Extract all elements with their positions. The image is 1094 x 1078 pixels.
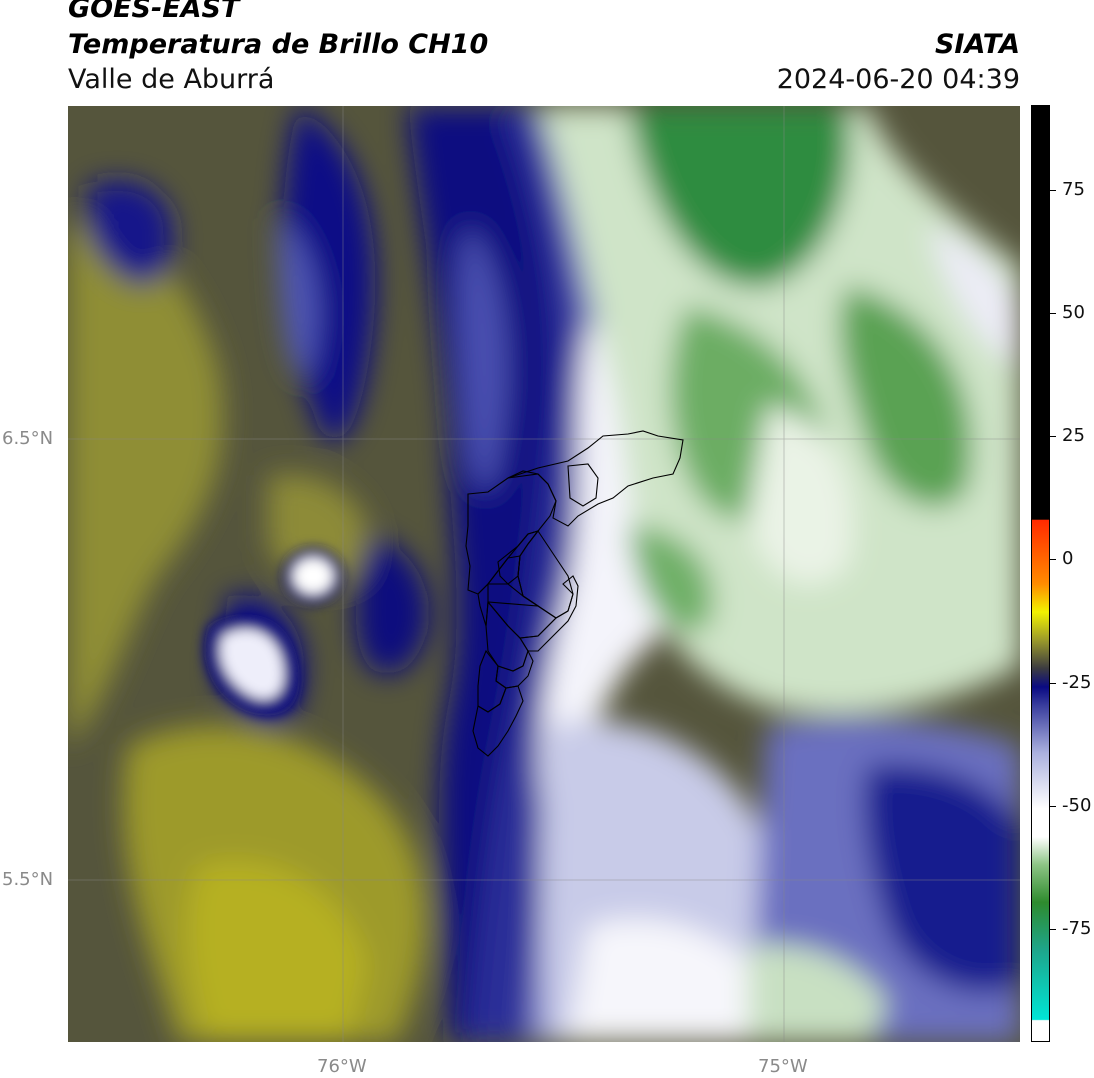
cb-label-neg50: -50 <box>1062 795 1092 816</box>
title-satellite: GOES-EAST <box>68 0 240 24</box>
cb-label-neg75: -75 <box>1062 918 1092 939</box>
cb-tick <box>1050 929 1056 930</box>
timestamp: 2024-06-20 04:39 <box>776 64 1020 95</box>
cb-label-50: 50 <box>1062 302 1085 323</box>
cb-tick <box>1050 559 1056 560</box>
lon-label-east: 75°W <box>758 1056 808 1077</box>
temperature-field <box>68 106 1020 1042</box>
colorbar <box>1031 105 1050 1042</box>
title-product: Temperatura de Brillo CH10 <box>68 29 489 60</box>
cb-label-75: 75 <box>1062 179 1085 200</box>
cb-tick <box>1050 806 1056 807</box>
cb-label-25: 25 <box>1062 425 1085 446</box>
cb-tick <box>1050 313 1056 314</box>
cb-label-neg25: -25 <box>1062 672 1092 693</box>
agency-label: SIATA <box>934 29 1020 60</box>
lon-label-west: 76°W <box>317 1056 367 1077</box>
cb-tick <box>1050 683 1056 684</box>
cb-tick <box>1050 190 1056 191</box>
municipality-boundaries <box>465 430 684 757</box>
cb-tick <box>1050 436 1056 437</box>
lat-label-north: 6.5°N <box>2 428 54 449</box>
map-canvas <box>68 106 1020 1042</box>
lat-label-south: 5.5°N <box>2 869 54 890</box>
gridlines <box>68 106 1020 1042</box>
cb-label-0: 0 <box>1062 548 1074 569</box>
satellite-map[interactable] <box>68 106 1020 1042</box>
convective-cores <box>204 548 343 716</box>
subtitle-region: Valle de Aburrá <box>68 64 275 95</box>
